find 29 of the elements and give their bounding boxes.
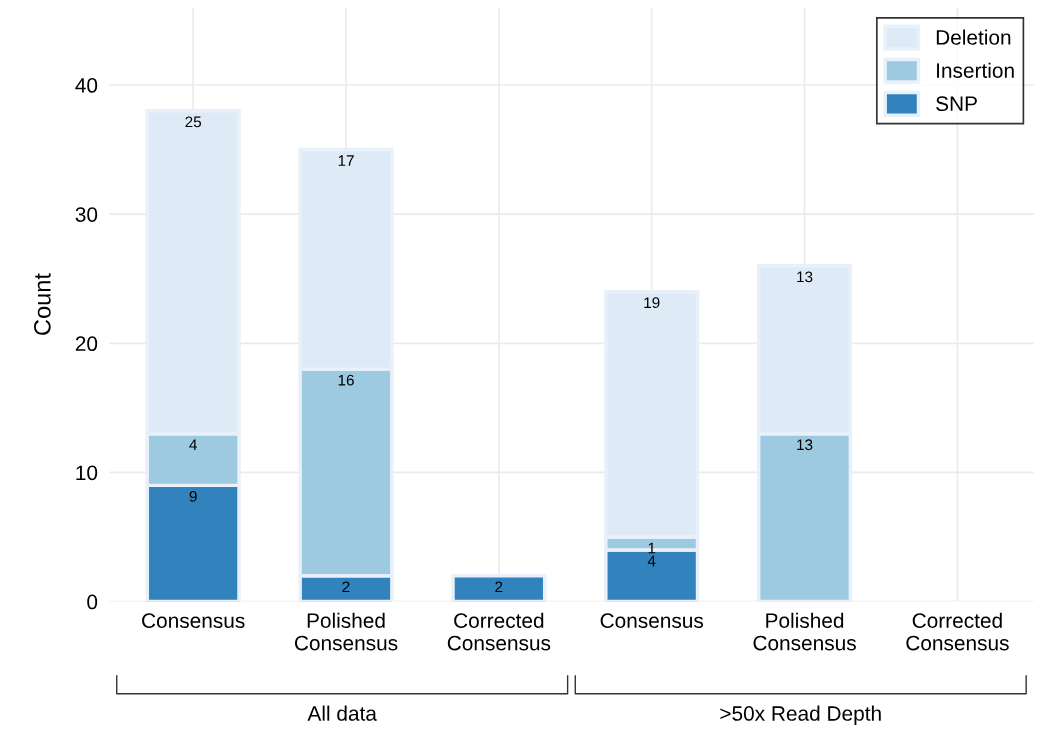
legend-label: SNP bbox=[936, 96, 977, 112]
x-tick-label: Consensus bbox=[142, 613, 245, 629]
y-tick-label: 0 bbox=[87, 594, 98, 610]
legend-label: Deletion bbox=[936, 29, 1011, 45]
data-label: 9 bbox=[189, 490, 197, 502]
data-label: 25 bbox=[185, 116, 202, 128]
data-label: 2 bbox=[342, 581, 350, 593]
x-tick-label: Polished Consensus bbox=[753, 612, 856, 651]
data-label: 16 bbox=[338, 374, 354, 386]
x-tick-label: Corrected Consensus bbox=[447, 612, 551, 651]
legend-label: Insertion bbox=[937, 62, 1014, 78]
data-label: 2 bbox=[495, 581, 503, 593]
data-label: 17 bbox=[338, 155, 354, 166]
data-label: 4 bbox=[189, 439, 197, 450]
data-label: 4 bbox=[647, 555, 656, 567]
data-label: 13 bbox=[797, 271, 813, 283]
text: >50x Read Depth bbox=[720, 705, 881, 725]
x-tick-label: Polished Consensus bbox=[294, 612, 398, 651]
data-label: 19 bbox=[644, 297, 660, 309]
text: All data bbox=[307, 705, 377, 721]
y-tick-label: 10 bbox=[76, 465, 98, 481]
data-label: 1 bbox=[648, 542, 656, 554]
y-tick-label: 20 bbox=[75, 336, 98, 352]
data-label: 13 bbox=[797, 439, 813, 451]
y-tick-label: 30 bbox=[75, 207, 98, 222]
x-tick-label: Consensus bbox=[600, 613, 704, 629]
y-tick-label: 40 bbox=[75, 78, 98, 93]
x-tick-label: Corrected Consensus bbox=[906, 612, 1009, 651]
y-axis-title: Count bbox=[33, 273, 51, 335]
